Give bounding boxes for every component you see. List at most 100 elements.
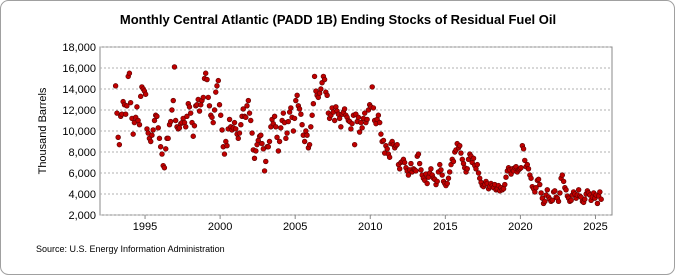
data-point — [298, 111, 304, 117]
data-point — [355, 114, 362, 121]
data-point — [306, 141, 313, 148]
data-point — [470, 155, 477, 162]
data-point — [213, 89, 219, 95]
data-point — [221, 151, 228, 157]
data-point — [349, 120, 355, 127]
y-tick-label: 16,000 — [62, 63, 96, 75]
data-point — [205, 94, 211, 101]
data-point — [560, 178, 567, 185]
data-point — [149, 132, 155, 138]
data-point — [528, 175, 534, 181]
data-point — [437, 161, 443, 168]
data-point — [457, 143, 463, 149]
data-point — [359, 125, 365, 131]
chart-title: Monthly Central Atlantic (PADD 1B) Endin… — [120, 12, 556, 27]
data-point — [396, 166, 403, 172]
data-point — [249, 130, 255, 136]
data-point — [236, 130, 243, 136]
data-point — [544, 187, 550, 193]
data-point — [415, 151, 422, 157]
data-point — [112, 83, 119, 89]
data-point — [274, 134, 280, 141]
data-point — [598, 196, 604, 202]
data-point — [434, 178, 440, 185]
data-point — [563, 187, 569, 193]
data-point — [324, 92, 330, 99]
data-point — [186, 104, 193, 110]
data-point — [261, 168, 268, 174]
data-point — [219, 127, 225, 133]
data-point — [226, 116, 233, 123]
data-point — [276, 138, 283, 145]
data-point — [216, 102, 223, 108]
data-point — [290, 128, 297, 134]
data-point — [375, 112, 382, 118]
data-point — [196, 108, 203, 114]
data-point — [218, 112, 224, 118]
x-tick-label: 2025 — [583, 221, 607, 233]
data-point — [203, 70, 209, 76]
data-point — [321, 76, 328, 83]
data-point — [356, 129, 363, 135]
data-point — [520, 146, 527, 152]
data-point — [172, 117, 179, 124]
data-point — [165, 135, 171, 142]
data-point — [364, 116, 370, 123]
data-point — [248, 117, 254, 124]
data-point — [233, 126, 239, 132]
data-point — [331, 117, 338, 124]
data-point — [210, 119, 216, 126]
data-point — [231, 119, 238, 126]
data-point — [240, 106, 246, 112]
data-point — [549, 197, 556, 204]
data-point — [555, 198, 562, 205]
x-tick-label: 2010 — [358, 221, 382, 233]
data-point — [394, 141, 400, 148]
data-point — [401, 159, 408, 166]
data-point — [273, 124, 279, 130]
data-point — [191, 123, 198, 129]
data-point — [127, 99, 134, 106]
data-point — [348, 126, 354, 132]
data-point — [418, 167, 424, 173]
data-point — [503, 174, 509, 180]
data-point — [416, 160, 423, 167]
data-point — [285, 118, 291, 125]
data-point — [597, 189, 603, 195]
data-point — [151, 117, 158, 124]
y-tick-label: 18,000 — [62, 42, 96, 54]
data-point — [265, 144, 272, 150]
data-point — [378, 131, 384, 137]
data-point — [535, 176, 542, 183]
data-point — [351, 141, 358, 148]
data-point — [291, 115, 298, 122]
data-point — [386, 154, 393, 160]
data-point — [275, 148, 282, 154]
data-point — [116, 141, 123, 148]
x-tick-label: 2015 — [433, 221, 457, 233]
data-point — [235, 135, 241, 142]
x-tick-label: 2005 — [283, 221, 307, 233]
data-point — [184, 113, 190, 120]
data-point — [266, 138, 273, 145]
data-point — [114, 110, 120, 116]
data-point — [115, 134, 121, 141]
data-point — [308, 124, 314, 130]
x-tick-label: 2000 — [208, 221, 232, 233]
data-point — [170, 97, 176, 104]
data-point — [304, 132, 310, 138]
data-point — [552, 188, 558, 194]
x-tick-label: 1995 — [133, 221, 157, 233]
data-point — [525, 166, 532, 172]
data-point — [294, 92, 300, 99]
data-point — [183, 124, 189, 130]
data-point — [142, 91, 149, 97]
data-point — [243, 114, 249, 121]
data-point — [377, 119, 383, 126]
data-point — [206, 103, 213, 109]
data-point — [187, 110, 194, 116]
data-point — [200, 94, 207, 101]
data-point — [311, 73, 318, 80]
